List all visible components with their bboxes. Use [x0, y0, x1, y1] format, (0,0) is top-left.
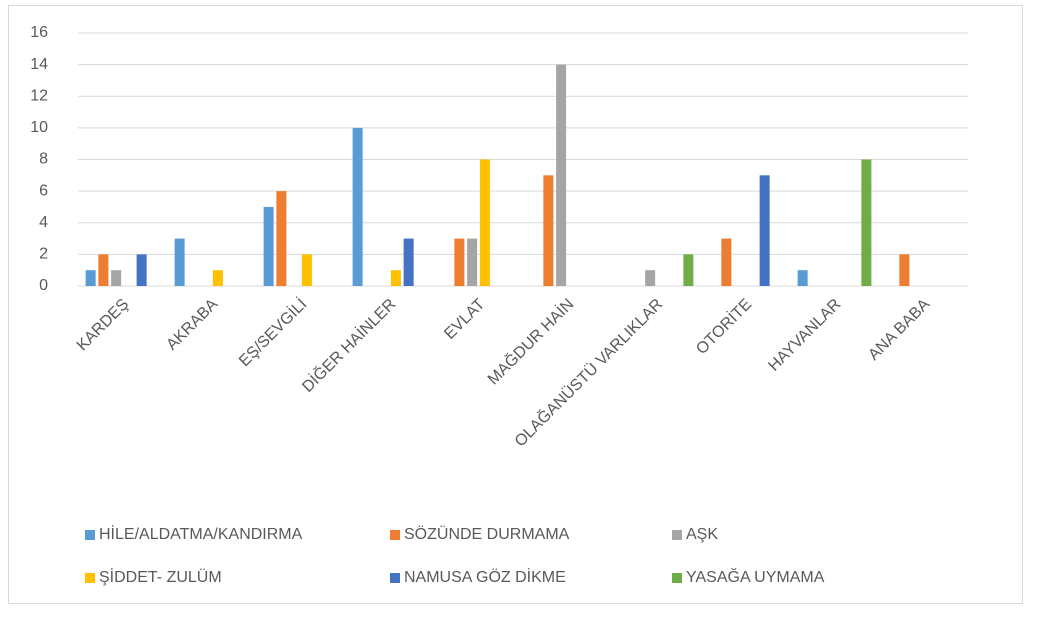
- bar: [85, 270, 96, 286]
- bar: [556, 64, 567, 286]
- y-tick-label: 4: [39, 214, 48, 231]
- bar: [683, 254, 694, 286]
- y-tick-label: 2: [39, 246, 48, 263]
- y-tick-label: 12: [30, 87, 48, 104]
- y-tick-label: 6: [39, 182, 48, 199]
- bar: [276, 191, 287, 286]
- legend-label: YASAĞA UYMAMA: [686, 567, 825, 586]
- y-tick-label: 0: [39, 277, 48, 294]
- bar: [212, 270, 223, 286]
- bar: [301, 254, 312, 286]
- bar: [136, 254, 147, 286]
- bar: [263, 206, 274, 286]
- bar: [390, 270, 401, 286]
- bar: [454, 238, 465, 286]
- legend-label: NAMUSA GÖZ DİKME: [404, 567, 566, 586]
- legend-swatch: [672, 530, 682, 540]
- legend-swatch: [85, 573, 95, 583]
- bar: [797, 270, 808, 286]
- chart-border: [8, 5, 1023, 604]
- legend-label: AŞK: [686, 526, 718, 543]
- legend-label: SÖZÜNDE DURMAMA: [404, 525, 570, 543]
- bar: [352, 127, 363, 286]
- bar: [543, 175, 554, 286]
- bar: [111, 270, 122, 286]
- y-tick-label: 10: [30, 119, 48, 136]
- legend-swatch: [390, 573, 400, 583]
- bar: [467, 238, 478, 286]
- y-tick-label: 14: [30, 56, 48, 73]
- y-tick-label: 8: [39, 151, 48, 168]
- legend-label: ŞİDDET- ZULÜM: [99, 567, 222, 586]
- bar: [645, 270, 656, 286]
- legend-swatch: [672, 573, 682, 583]
- y-tick-label: 16: [30, 24, 48, 41]
- bar: [479, 159, 490, 286]
- bar: [403, 238, 414, 286]
- bar: [899, 254, 910, 286]
- bar: [721, 238, 732, 286]
- bar: [759, 175, 770, 286]
- bar: [861, 159, 872, 286]
- legend-label: HİLE/ALDATMA/KANDIRMA: [99, 524, 303, 543]
- legend-swatch: [390, 530, 400, 540]
- bar: [174, 238, 185, 286]
- legend-swatch: [85, 530, 95, 540]
- bar: [98, 254, 109, 286]
